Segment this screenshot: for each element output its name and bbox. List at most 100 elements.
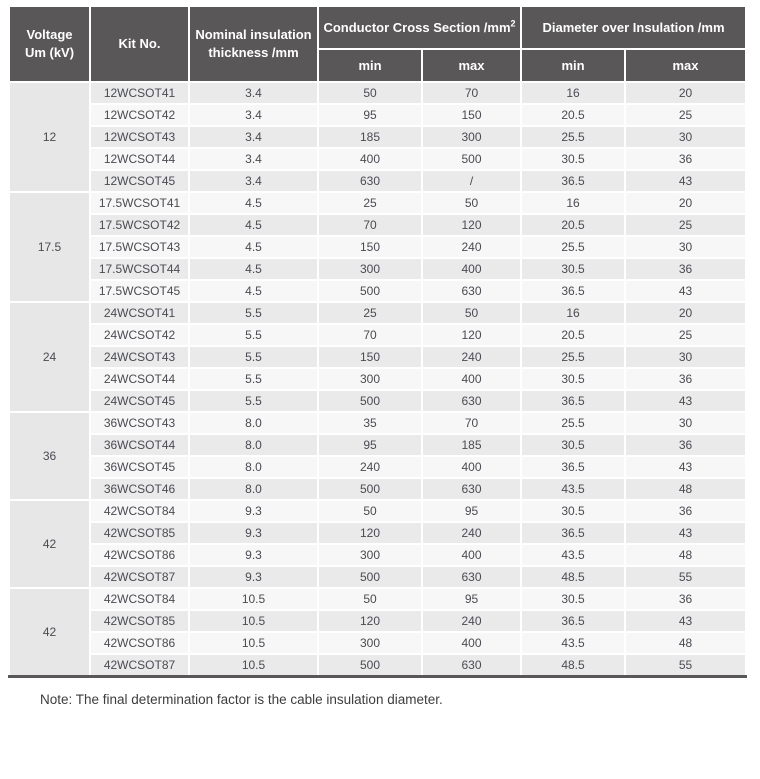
ccs-min-cell: 50: [317, 499, 423, 523]
ccs-max-cell: 120: [421, 213, 522, 237]
ccs-min-cell: 500: [317, 565, 423, 589]
dia-max-cell: 43: [624, 389, 747, 413]
dia-max-cell: 36: [624, 147, 747, 171]
table-row: 42 42WCSOT84 10.5 50 95 30.5 36: [8, 587, 747, 678]
voltage-group-cell: 24: [8, 301, 91, 413]
ccs-min-cell: 150: [317, 235, 423, 259]
dia-min-cell: 20.5: [520, 213, 626, 237]
dia-max-cell: 43: [624, 521, 747, 545]
col-header-kit-no: Kit No.: [89, 5, 190, 83]
nominal-thickness-cell: 8.0: [188, 433, 319, 457]
dia-max-cell: 43: [624, 455, 747, 479]
kit-no-cell: 12WCSOT44: [89, 147, 190, 171]
ccs-max-cell: /: [421, 169, 522, 193]
ccs-max-cell: 95: [421, 587, 522, 611]
dia-max-cell: 36: [624, 367, 747, 391]
dia-max-cell: 30: [624, 345, 747, 369]
nominal-thickness-cell: 4.5: [188, 191, 319, 215]
ccs-max-cell: 630: [421, 653, 522, 678]
ccs-min-cell: 50: [317, 81, 423, 105]
col-header-conductor-cross-section: Conductor Cross Section /mm2: [317, 5, 522, 50]
table-row: 17.5WCSOT42 4.5 70 120 20.5 25: [9, 213, 747, 237]
kit-no-cell: 36WCSOT43: [89, 411, 190, 435]
ccs-min-cell: 400: [317, 147, 423, 171]
kit-no-cell: 42WCSOT86: [89, 543, 190, 567]
col-subheader-dia-max: max: [624, 48, 747, 83]
ccs-min-cell: 300: [317, 367, 423, 391]
ccs-max-cell: 630: [421, 565, 522, 589]
dia-min-cell: 43.5: [520, 543, 626, 567]
dia-min-cell: 30.5: [520, 257, 626, 281]
kit-selection-table: Voltage Um (kV) Kit No. Nominal insulati…: [8, 5, 747, 678]
col-header-voltage-line1: Voltage: [26, 27, 73, 43]
dia-max-cell: 48: [624, 477, 747, 501]
ccs-max-cell: 630: [421, 477, 522, 501]
table-row: 42WCSOT85 9.3 120 240 36.5 43: [9, 521, 747, 545]
table-row: 12 12WCSOT41 3.4 50 70 16 20: [8, 81, 747, 193]
nominal-thickness-cell: 3.4: [188, 81, 319, 105]
ccs-max-cell: 400: [421, 543, 522, 567]
col-subheader-ccs-max: max: [421, 48, 522, 83]
nominal-thickness-cell: 9.3: [188, 499, 319, 523]
table-row: 12WCSOT42 3.4 95 150 20.5 25: [9, 103, 747, 127]
dia-max-cell: 55: [624, 653, 747, 678]
dia-min-cell: 48.5: [520, 653, 626, 678]
nominal-thickness-cell: 4.5: [188, 279, 319, 303]
kit-no-cell: 42WCSOT85: [89, 609, 190, 633]
ccs-min-cell: 120: [317, 521, 423, 545]
nominal-thickness-cell: 3.4: [188, 169, 319, 193]
ccs-max-cell: 150: [421, 103, 522, 127]
ccs-superscript: 2: [510, 18, 516, 29]
dia-min-cell: 25.5: [520, 125, 626, 149]
dia-min-cell: 30.5: [520, 367, 626, 391]
nominal-thickness-cell: 5.5: [188, 345, 319, 369]
ccs-min-cell: 500: [317, 279, 423, 303]
ccs-min-cell: 70: [317, 323, 423, 347]
ccs-min-cell: 25: [317, 191, 423, 215]
ccs-max-cell: 630: [421, 389, 522, 413]
dia-max-cell: 48: [624, 543, 747, 567]
nominal-thickness-cell: 8.0: [188, 455, 319, 479]
nominal-thickness-cell: 5.5: [188, 323, 319, 347]
kit-no-cell: 42WCSOT87: [89, 565, 190, 589]
dia-min-cell: 30.5: [520, 499, 626, 523]
kit-no-cell: 36WCSOT45: [89, 455, 190, 479]
nominal-thickness-cell: 5.5: [188, 301, 319, 325]
table-row: 17.5WCSOT44 4.5 300 400 30.5 36: [9, 257, 747, 281]
col-header-nominal-insulation: Nominal insulation thickness /mm: [188, 5, 319, 83]
kit-no-cell: 17.5WCSOT44: [89, 257, 190, 281]
table-row: 12WCSOT43 3.4 185 300 25.5 30: [9, 125, 747, 149]
header-row-sub: min max min max: [9, 48, 747, 83]
kit-no-cell: 12WCSOT43: [89, 125, 190, 149]
kit-no-cell: 24WCSOT45: [89, 389, 190, 413]
dia-max-cell: 20: [624, 301, 747, 325]
table-row: 36 36WCSOT43 8.0 35 70 25.5 30: [8, 411, 747, 501]
ccs-min-cell: 500: [317, 653, 423, 678]
table-header: Voltage Um (kV) Kit No. Nominal insulati…: [8, 5, 747, 83]
dia-min-cell: 25.5: [520, 345, 626, 369]
dia-max-cell: 25: [624, 213, 747, 237]
dia-min-cell: 36.5: [520, 521, 626, 545]
kit-no-cell: 42WCSOT84: [89, 587, 190, 611]
ccs-max-cell: 400: [421, 257, 522, 281]
nominal-thickness-cell: 4.5: [188, 213, 319, 237]
ccs-min-cell: 25: [317, 301, 423, 325]
ccs-min-cell: 95: [317, 433, 423, 457]
col-header-diameter-over-insulation: Diameter over Insulation /mm: [520, 5, 747, 50]
ccs-max-cell: 500: [421, 147, 522, 171]
dia-min-cell: 43.5: [520, 477, 626, 501]
nominal-thickness-cell: 9.3: [188, 521, 319, 545]
ccs-min-cell: 300: [317, 631, 423, 655]
voltage-group-cell: 42: [8, 499, 91, 589]
voltage-group-cell: 17.5: [8, 191, 91, 303]
dia-max-cell: 36: [624, 587, 747, 611]
ccs-max-cell: 50: [421, 301, 522, 325]
dia-max-cell: 20: [624, 81, 747, 105]
ccs-max-cell: 240: [421, 235, 522, 259]
kit-no-cell: 24WCSOT44: [89, 367, 190, 391]
table-row: 17.5 17.5WCSOT41 4.5 25 50 16 20: [8, 191, 747, 303]
table-row: 12WCSOT45 3.4 630/36.5 43: [9, 169, 747, 193]
table-row: 36WCSOT45 8.0 240 400 36.5 43: [9, 455, 747, 479]
kit-no-cell: 12WCSOT42: [89, 103, 190, 127]
